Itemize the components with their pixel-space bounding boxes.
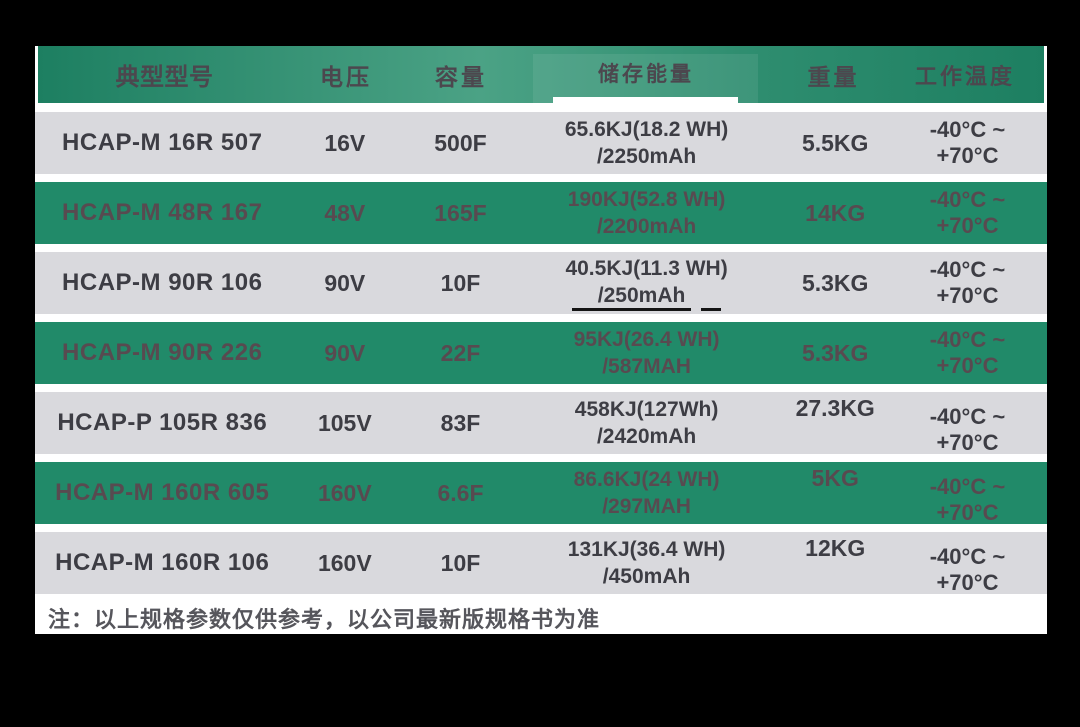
- energy-cell: 65.6KJ(18.2 WH) /2250mAh: [521, 112, 772, 174]
- weight-cell: 14KG: [805, 199, 866, 226]
- weight-cell: 27.3KG: [795, 395, 875, 421]
- model-cell: HCAP-M 90R 106: [62, 269, 263, 296]
- energy-line1: 458KJ(127Wh): [574, 398, 719, 421]
- energy-line2: /450mAh: [602, 565, 691, 588]
- table-row: HCAP-M 160R 605 160V 6.6F 86.6KJ(24 WH) …: [35, 462, 1047, 525]
- model-cell: HCAP-M 48R 167: [62, 199, 263, 226]
- voltage-cell: 48V: [324, 199, 366, 226]
- voltage-cell: 160V: [317, 479, 372, 506]
- energy-header-highlight: [533, 54, 759, 103]
- energy-line1: 131KJ(36.4 WH): [567, 538, 726, 561]
- model-cell: HCAP-M 16R 507: [62, 129, 263, 156]
- capacity-cell: 6.6F: [437, 479, 484, 506]
- spec-sheet: 典型型号 电压 容量 储存能量 重量 工作温度 HCAP-M 16R 507 1…: [35, 46, 1047, 634]
- energy-cell: 131KJ(36.4 WH) /450mAh: [521, 532, 772, 594]
- footnote: 注：以上规格参数仅供参考，以公司最新版规格书为准: [48, 607, 601, 632]
- table-row: HCAP-P 105R 836 105V 83F 458KJ(127Wh) /2…: [35, 392, 1047, 455]
- energy-line2: /2250mAh: [596, 145, 697, 168]
- capacity-cell: 10F: [440, 549, 481, 576]
- energy-line2: /297MAH: [602, 495, 691, 518]
- energy-line2: /2200mAh: [596, 215, 697, 238]
- weight-cell: 5.5KG: [801, 129, 869, 156]
- voltage-cell: 16V: [324, 129, 366, 156]
- capacity-cell: 10F: [440, 269, 481, 296]
- temperature-cell: -40°C ~ +70°C: [929, 117, 1006, 168]
- energy-cell: 190KJ(52.8 WH) /2200mAh: [521, 182, 772, 244]
- header-model: 典型型号: [115, 64, 214, 91]
- header-voltage: 电压: [319, 63, 372, 90]
- temperature-cell: -40°C ~ +70°C: [929, 257, 1006, 308]
- model-cell: HCAP-M 160R 106: [55, 549, 270, 576]
- voltage-cell: 105V: [317, 409, 372, 436]
- table-row: HCAP-M 16R 507 16V 500F 65.6KJ(18.2 WH) …: [35, 112, 1047, 174]
- header-capacity: 容量: [434, 63, 487, 90]
- energy-line1: 86.6KJ(24 WH): [573, 468, 720, 491]
- energy-line2: /2420mAh: [596, 425, 697, 448]
- capacity-cell: 83F: [440, 409, 481, 436]
- table-row: HCAP-M 48R 167 48V 165F 190KJ(52.8 WH) /…: [35, 182, 1047, 244]
- weight-cell: 5.3KG: [801, 339, 869, 366]
- capacity-cell: 165F: [434, 199, 487, 226]
- table-row: HCAP-M 90R 226 90V 22F 95KJ(26.4 WH) /58…: [35, 322, 1047, 384]
- temperature-cell: -40°C ~ +70°C: [929, 187, 1006, 238]
- table-row: HCAP-M 160R 106 160V 10F 131KJ(36.4 WH) …: [35, 532, 1047, 595]
- energy-line1: 40.5KJ(11.3 WH): [565, 257, 728, 280]
- model-cell: HCAP-M 160R 605: [55, 479, 270, 506]
- header-temperature: 工作温度: [914, 63, 1015, 89]
- capacity-cell: 500F: [434, 129, 487, 156]
- table-header: 典型型号 电压 容量 储存能量 重量 工作温度: [38, 46, 1044, 103]
- temperature-cell: -40°C ~ +70°C: [929, 327, 1006, 378]
- energy-line2: /250mAh: [571, 282, 722, 311]
- weight-cell: 5KG: [811, 465, 859, 491]
- underline-mark: [701, 287, 722, 311]
- energy-cell: 95KJ(26.4 WH) /587MAH: [521, 322, 772, 384]
- voltage-cell: 90V: [324, 269, 366, 296]
- temperature-cell: -40°C ~ +70°C: [929, 474, 1006, 525]
- energy-line2: /587MAH: [602, 355, 691, 378]
- capacity-cell: 22F: [440, 339, 481, 366]
- table-body: HCAP-M 16R 507 16V 500F 65.6KJ(18.2 WH) …: [35, 112, 1047, 595]
- header-weight: 重量: [807, 63, 860, 90]
- model-cell: HCAP-P 105R 836: [57, 409, 268, 436]
- temperature-cell: -40°C ~ +70°C: [929, 544, 1006, 595]
- voltage-cell: 90V: [324, 339, 366, 366]
- table-row: HCAP-M 90R 106 90V 10F 40.5KJ(11.3 WH) /…: [35, 252, 1047, 314]
- energy-cell: 86.6KJ(24 WH) /297MAH: [521, 462, 772, 524]
- energy-line1: 65.6KJ(18.2 WH): [564, 118, 729, 141]
- energy-cell: 40.5KJ(11.3 WH) /250mAh: [521, 252, 772, 314]
- energy-line1: 95KJ(26.4 WH): [573, 328, 720, 351]
- energy-cell: 458KJ(127Wh) /2420mAh: [521, 392, 772, 454]
- model-cell: HCAP-M 90R 226: [62, 339, 263, 366]
- energy-line2-underlined: /250mAh: [571, 284, 692, 311]
- temperature-cell: -40°C ~ +70°C: [929, 404, 1006, 455]
- weight-cell: 12KG: [805, 535, 866, 561]
- header-energy: 储存能量: [521, 46, 771, 103]
- voltage-cell: 160V: [317, 549, 372, 576]
- header-energy-label: 储存能量: [597, 63, 694, 86]
- energy-header-underline: [553, 97, 739, 103]
- weight-cell: 5.3KG: [801, 269, 869, 296]
- energy-line1: 190KJ(52.8 WH): [567, 188, 726, 211]
